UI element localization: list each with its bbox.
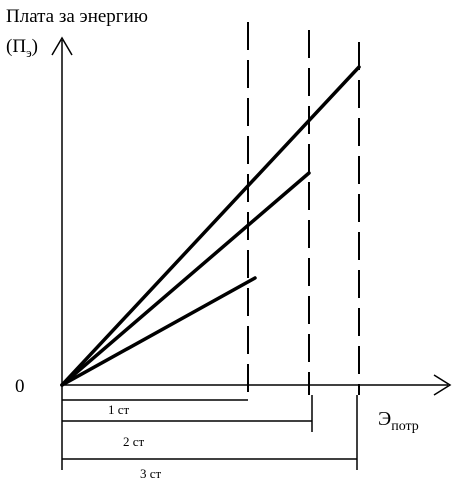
segment-label-1: 1 ст [108,402,130,417]
tariff-line-1 [60,276,257,387]
axes [51,36,452,396]
boundary-lines [247,22,360,395]
x-axis-arrow [433,374,452,396]
y-axis-label-line2: (Пэ) [6,36,38,60]
segment-label-3: 3 ст [140,466,162,481]
segment-brackets [61,385,358,470]
tariff-line-3 [60,65,361,387]
tariff-lines [60,65,361,387]
origin-label: 0 [15,376,25,397]
x-axis-label: Эпотр [378,408,419,434]
segment-label-2: 2 ст [123,434,145,449]
y-axis-label-line1: Плата за энергию [6,6,148,27]
y-axis-arrow [51,36,73,56]
tariff-line-2 [60,171,311,387]
